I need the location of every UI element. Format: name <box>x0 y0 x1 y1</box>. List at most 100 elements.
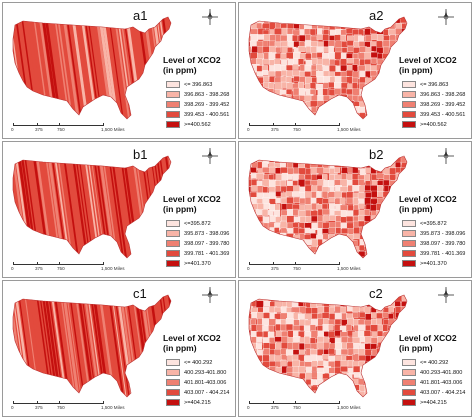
legend-title-line1: Level of XCO2 <box>399 333 457 343</box>
scale-label: 1,500 Miles <box>337 405 361 410</box>
legend-item: 403.007 - 404.214 <box>166 388 229 397</box>
panel-label: a1 <box>133 8 148 23</box>
legend-swatch <box>166 81 180 88</box>
legend-label: 403.007 - 404.214 <box>184 389 230 396</box>
legend-title-line1: Level of XCO2 <box>163 55 221 65</box>
scale-label: 0 <box>247 266 250 271</box>
legend-swatch <box>166 389 180 396</box>
scale-tick <box>13 262 14 265</box>
scale-tick <box>339 123 340 126</box>
legend-title-line2: (in ppm) <box>399 343 433 353</box>
us-outline <box>12 16 172 120</box>
scale-label: 375 <box>35 405 43 410</box>
legend-item: 396.863 - 398.268 <box>402 90 465 99</box>
legend-label: 398.269 - 399.452 <box>184 101 230 108</box>
scale-label: 1,500 Miles <box>101 266 125 271</box>
legend-item: 398.097 - 399.780 <box>402 239 465 248</box>
scale-tick <box>103 401 104 404</box>
legend-swatch <box>166 379 180 386</box>
legend-item: 398.097 - 399.780 <box>166 239 229 248</box>
legend-swatch <box>402 101 416 108</box>
scale-line <box>13 264 103 265</box>
scale-tick <box>249 123 250 126</box>
scale-tick <box>295 123 296 126</box>
legend-item: 400.293-401.800 <box>166 368 226 377</box>
legend-title: Level of XCO2 (in ppm) <box>163 194 221 214</box>
legend-item: 403.007 - 404.214 <box>402 388 465 397</box>
legend-item: 399.453 - 400.561 <box>402 110 465 119</box>
legend-label: <= 400.292 <box>420 359 449 366</box>
legend-title: Level of XCO2 (in ppm) <box>163 55 221 75</box>
legend-item: 399.453 - 400.561 <box>166 110 229 119</box>
scale-label: 1,500 Miles <box>101 405 125 410</box>
panel-label: b2 <box>369 147 384 162</box>
xco2-map-c2 <box>248 294 408 398</box>
legend-swatch <box>402 389 416 396</box>
legend-swatch <box>402 81 416 88</box>
legend-swatch <box>166 359 180 366</box>
legend-item: >=404.215 <box>402 398 447 407</box>
legend-swatch <box>166 220 180 227</box>
legend-label: 400.293-401.800 <box>184 369 227 376</box>
scale-tick <box>13 401 14 404</box>
map-panel-a1: a1 Level of XCO2 (in ppm) <= 396.863 396.863… <box>2 2 236 139</box>
legend-swatch <box>402 369 416 376</box>
scale-label: 750 <box>57 405 65 410</box>
panel-label: a2 <box>369 8 384 23</box>
legend-swatch <box>166 91 180 98</box>
scale-label: 375 <box>271 266 279 271</box>
xco2-map-a2 <box>248 16 408 120</box>
legend-swatch <box>402 220 416 227</box>
legend-label: 401.801-403.006 <box>420 379 463 386</box>
legend-label: 401.801-403.006 <box>184 379 227 386</box>
legend-label: 399.781 - 401.369 <box>420 250 466 257</box>
us-outline <box>248 155 408 259</box>
legend-swatch <box>402 379 416 386</box>
scale-label: 0 <box>247 127 250 132</box>
scale-label: 750 <box>293 405 301 410</box>
scale-label: 0 <box>11 405 14 410</box>
scale-tick <box>273 401 274 404</box>
legend-title-line1: Level of XCO2 <box>163 194 221 204</box>
panel-label: b1 <box>133 147 148 162</box>
legend-item: <=395.872 <box>402 219 447 228</box>
legend-label: 400.293-401.800 <box>420 369 463 376</box>
legend-item: 398.269 - 399.452 <box>402 100 465 109</box>
scale-tick <box>59 401 60 404</box>
legend-swatch <box>402 399 416 406</box>
legend-label: >=401.370 <box>184 260 211 267</box>
north-arrow-icon <box>438 148 454 164</box>
legend-title: Level of XCO2 (in ppm) <box>163 333 221 353</box>
scale-tick <box>37 262 38 265</box>
legend-swatch <box>402 240 416 247</box>
legend-label: >=400.562 <box>420 121 447 128</box>
legend-swatch <box>166 369 180 376</box>
legend-label: 403.007 - 404.214 <box>420 389 466 396</box>
scale-line <box>249 403 339 404</box>
legend-item: 401.801-403.006 <box>166 378 226 387</box>
legend-label: >=404.215 <box>420 399 447 406</box>
xco2-fill-counties <box>249 17 407 119</box>
legend-label: 398.269 - 399.452 <box>420 101 466 108</box>
map-panel-a2: a2 Level of XCO2 (in ppm) <= 396.863 396.863… <box>238 2 472 139</box>
legend-title: Level of XCO2 (in ppm) <box>399 194 457 214</box>
legend-label: <=395.872 <box>184 220 211 227</box>
legend-item: <= 400.292 <box>402 358 448 367</box>
scale-line <box>13 125 103 126</box>
legend-label: <= 396.863 <box>184 81 213 88</box>
legend-title: Level of XCO2 (in ppm) <box>399 333 457 353</box>
xco2-map-b2 <box>248 155 408 259</box>
legend-title: Level of XCO2 (in ppm) <box>399 55 457 75</box>
scale-tick <box>59 123 60 126</box>
legend-label: <= 396.863 <box>420 81 449 88</box>
scale-bar: 0 375 750 1,500 Miles <box>247 262 361 274</box>
legend-label: >=401.370 <box>420 260 447 267</box>
legend-swatch <box>402 91 416 98</box>
scale-label: 750 <box>293 127 301 132</box>
scale-tick <box>37 401 38 404</box>
legend-label: 395.873 - 398.096 <box>420 230 466 237</box>
scale-label: 375 <box>271 127 279 132</box>
scale-line <box>249 264 339 265</box>
legend-item: <= 400.292 <box>166 358 212 367</box>
map-panel-c1: c1 Level of XCO2 (in ppm) <= 400.292 400.293… <box>2 280 236 417</box>
